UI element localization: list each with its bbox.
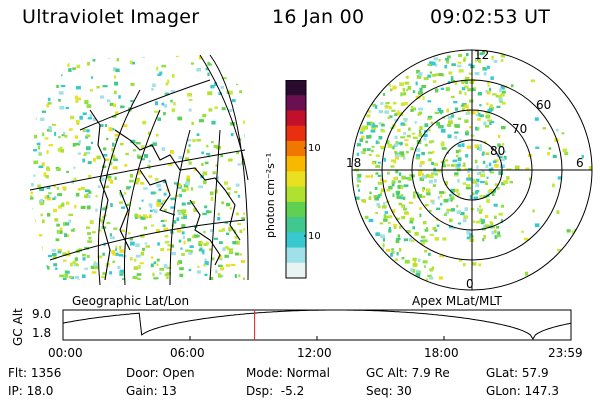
date-label: 16 Jan 00 [272, 6, 365, 28]
info-gc-alt: GC Alt: 7.9 Re [366, 366, 450, 380]
mlat-label-60: 60 [536, 98, 551, 112]
colorbar-scale [286, 80, 306, 279]
info-seq: Seq: 30 [366, 384, 412, 398]
coastlines [89, 109, 241, 281]
mlt-label-6: 6 [576, 156, 584, 170]
geographic-image [29, 54, 249, 286]
mlat-circles [351, 49, 593, 291]
altitude-xtick-1: 06:00 [170, 346, 205, 360]
mlat-label-70: 70 [512, 122, 527, 136]
info-glat: GLat: 57.9 [486, 366, 549, 380]
altitude-ytick-high: 9.0 [32, 307, 51, 321]
mlt-label-12: 12 [474, 48, 489, 62]
polar-plot: 12 18 6 0 60 70 80 [346, 48, 593, 291]
altitude-ytick-low: 1.8 [32, 326, 51, 340]
altitude-curve [62, 309, 572, 340]
info-gain: Gain: 13 [126, 384, 177, 398]
altitude-xtick-0: 00:00 [48, 346, 83, 360]
info-mode: Mode: Normal [246, 366, 330, 380]
info-dsp: Dsp: -5.2 [246, 384, 305, 398]
altitude-plot: GC Alt 9.0 1.8 00:00 06:00 12:00 18:00 2… [11, 307, 583, 360]
colorbar: photon cm⁻²s⁻¹ 100 10 [264, 80, 320, 279]
altitude-xtick-2: 12:00 [297, 346, 332, 360]
altitude-ylabel: GC Alt [11, 308, 25, 346]
altitude-xtick-3: 18:00 [424, 346, 459, 360]
info-glon: GLon: 147.3 [486, 384, 559, 398]
info-door: Door: Open [126, 366, 195, 380]
right-panel-label: Apex MLat/MLT [412, 294, 502, 308]
colorbar-tick-100: 100 [308, 143, 320, 154]
auroral-emission-right [354, 51, 592, 282]
info-ip: IP: 18.0 [8, 384, 54, 398]
instrument-title: Ultraviolet Imager [22, 6, 200, 28]
altitude-ticks [189, 336, 445, 340]
colorbar-tick-10: 10 [308, 231, 320, 242]
altitude-xtick-4: 23:59 [548, 346, 583, 360]
time-label: 09:02:53 UT [430, 6, 551, 28]
mlat-label-80: 80 [490, 144, 505, 158]
info-flt: Flt: 1356 [8, 366, 62, 380]
mlt-label-0: 0 [466, 277, 474, 291]
mlt-label-18: 18 [346, 156, 361, 170]
left-panel-label: Geographic Lat/Lon [72, 294, 190, 308]
colorbar-title: photon cm⁻²s⁻¹ [264, 153, 277, 238]
lat-lon-grid [29, 54, 249, 286]
auroral-emission-left [30, 55, 245, 280]
